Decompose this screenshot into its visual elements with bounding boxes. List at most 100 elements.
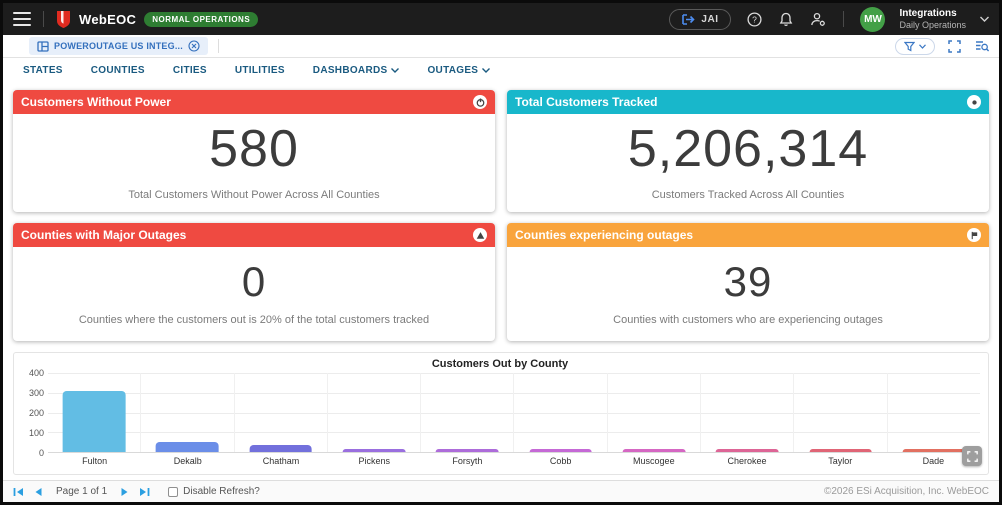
nav-label: OUTAGES <box>427 65 479 76</box>
bar-cherokee[interactable] <box>715 449 779 452</box>
menu-icon[interactable] <box>13 12 31 26</box>
card-title: Total Customers Tracked <box>515 95 658 109</box>
help-icon[interactable]: ? <box>745 10 763 28</box>
divider <box>217 39 219 53</box>
board-tab-bar: POWEROUTAGE US INTEG... <box>3 35 999 58</box>
last-page-button[interactable] <box>139 487 150 497</box>
info-icon <box>967 95 981 109</box>
metric-caption: Customers Tracked Across All Counties <box>651 189 845 201</box>
x-tick-label: Pickens <box>358 456 390 466</box>
fullscreen-icon[interactable] <box>945 37 963 55</box>
board-icon <box>37 40 49 52</box>
jai-button-label: JAI <box>701 13 719 25</box>
nav-item-states[interactable]: STATES <box>9 65 77 76</box>
bar-dade[interactable] <box>902 449 966 452</box>
card-customers-without-power: Customers Without Power 580 Total Custom… <box>13 90 495 212</box>
customers-out-chart: Customers Out by County 0 100 200 300 400 Fu… <box>13 352 989 475</box>
notifications-bell-icon[interactable] <box>777 10 795 28</box>
bar-pickens[interactable] <box>342 448 406 452</box>
nav-label: COUNTIES <box>90 65 145 76</box>
metric-value: 0 <box>241 257 267 305</box>
chart-column <box>140 373 233 452</box>
chevron-down-icon <box>482 68 491 73</box>
card-body: 5,206,314 Customers Tracked Across All C… <box>507 114 989 212</box>
dashboard-content: Customers Without Power 580 Total Custom… <box>3 83 999 480</box>
card-counties-major-outages: Counties with Major Outages 0 Counties w… <box>13 223 495 341</box>
user-admin-icon[interactable] <box>809 10 827 28</box>
card-body: 0 Counties where the customers out is 20… <box>13 247 495 341</box>
bar-taylor[interactable] <box>809 449 872 452</box>
user-incident-name: Daily Operations <box>899 19 966 30</box>
bar-muscogee[interactable] <box>622 449 686 452</box>
close-icon[interactable] <box>188 40 200 52</box>
avatar[interactable]: MW <box>860 6 886 32</box>
card-body: 580 Total Customers Without Power Across… <box>13 114 495 212</box>
tab-poweroutage-integration[interactable]: POWEROUTAGE US INTEG... <box>29 37 208 55</box>
nav-item-outages[interactable]: OUTAGES <box>413 65 504 76</box>
chart-expand-button[interactable] <box>962 446 982 466</box>
chevron-down-icon[interactable] <box>980 16 989 22</box>
y-tick-label: 100 <box>28 428 44 438</box>
x-tick-label: Cherokee <box>727 456 767 466</box>
page-indicator: Page 1 of 1 <box>56 486 108 497</box>
y-tick-label: 400 <box>28 368 44 378</box>
status-badge: NORMAL OPERATIONS <box>144 11 259 27</box>
nav-item-utilities[interactable]: UTILITIES <box>221 65 299 76</box>
bar-chatham[interactable] <box>249 444 313 452</box>
divider <box>43 11 44 27</box>
metric-value: 580 <box>209 120 299 178</box>
pager: Page 1 of 1 <box>13 486 150 497</box>
chart-column <box>48 373 140 452</box>
chart-column <box>420 373 513 452</box>
chart-column <box>700 373 793 452</box>
chart-column <box>793 373 886 452</box>
tab-label: POWEROUTAGE US INTEG... <box>54 41 183 51</box>
user-menu[interactable]: Integrations Daily Operations <box>899 8 966 30</box>
card-title: Customers Without Power <box>21 95 171 109</box>
next-page-button[interactable] <box>121 487 129 497</box>
chart-column <box>513 373 606 452</box>
x-tick-label: Forsyth <box>452 456 483 466</box>
x-tick-label: Dekalb <box>173 456 202 466</box>
chart-column <box>886 373 980 452</box>
card-body: 39 Counties with customers who are exper… <box>507 247 989 341</box>
card-header: Counties with Major Outages <box>13 223 495 247</box>
y-tick-label: 0 <box>38 448 44 458</box>
bar-dekalb[interactable] <box>156 442 219 452</box>
app-title: WebEOC <box>79 11 137 27</box>
metric-caption: Counties where the customers out is 20% … <box>78 313 430 326</box>
chart-plot-area: 0 100 200 300 400 <box>20 368 980 458</box>
nav-label: CITIES <box>172 65 207 76</box>
y-axis: 0 100 200 300 400 <box>20 368 48 458</box>
disable-refresh-label: Disable Refresh? <box>183 486 260 497</box>
filter-button[interactable] <box>895 37 935 55</box>
x-tick-label: Chatham <box>262 456 300 466</box>
bar-fulton[interactable] <box>62 390 126 452</box>
user-position-name: Integrations <box>899 8 957 20</box>
card-header: Customers Without Power <box>13 90 495 114</box>
x-tick-label: Dade <box>922 456 945 466</box>
nav-label: DASHBOARDS <box>312 65 388 76</box>
metric-value: 39 <box>723 257 773 305</box>
bar-cobb[interactable] <box>529 449 592 452</box>
disable-refresh-checkbox[interactable] <box>168 486 179 497</box>
chart-column <box>326 373 420 452</box>
first-page-button[interactable] <box>13 487 24 497</box>
x-tick-label: Fulton <box>82 456 108 466</box>
nav-item-counties[interactable]: COUNTIES <box>77 65 159 76</box>
disable-refresh-control: Disable Refresh? <box>168 486 260 497</box>
card-header: Total Customers Tracked <box>507 90 989 114</box>
y-tick-label: 300 <box>28 388 44 398</box>
previous-page-button[interactable] <box>34 487 42 497</box>
jai-button[interactable]: JAI <box>669 8 732 30</box>
chart-column <box>606 373 700 452</box>
bar-forsyth[interactable] <box>435 449 499 452</box>
nav-item-cities[interactable]: CITIES <box>159 65 221 76</box>
webeoc-logo-icon <box>57 11 70 28</box>
search-records-icon[interactable] <box>973 37 991 55</box>
card-title: Counties with Major Outages <box>21 228 187 242</box>
app-bar: WebEOC NORMAL OPERATIONS JAI ? MW Integr… <box>3 3 999 35</box>
filter-funnel-icon <box>904 41 915 52</box>
copyright-text: ©2026 ESi Acquisition, Inc. WebEOC <box>823 486 989 497</box>
nav-item-dashboards[interactable]: DASHBOARDS <box>299 65 414 76</box>
